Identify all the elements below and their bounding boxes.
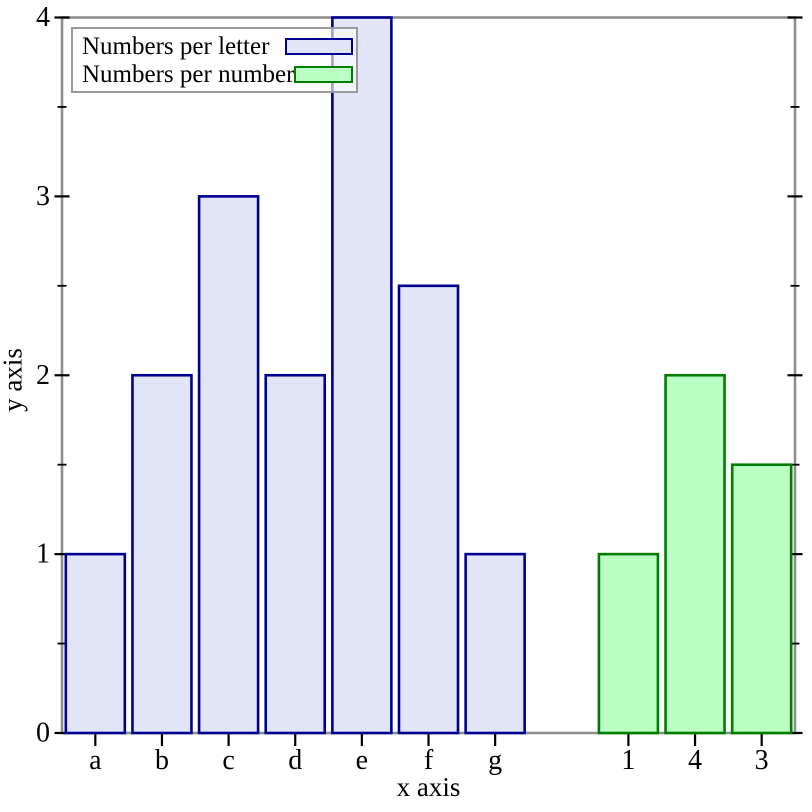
y-tick-label: 1 bbox=[36, 539, 50, 570]
y-tick-label: 0 bbox=[36, 718, 50, 749]
bar-g bbox=[464, 552, 526, 735]
legend: Numbers per letter Numbers per number bbox=[71, 27, 358, 93]
bar-4 bbox=[664, 373, 726, 735]
legend-entry-label: Numbers per number bbox=[82, 60, 295, 88]
bar-d bbox=[264, 373, 327, 735]
y-tick-label: 4 bbox=[36, 2, 50, 33]
legend-swatch bbox=[285, 37, 353, 55]
bar-f bbox=[397, 284, 460, 735]
legend-entry: Numbers per number bbox=[82, 60, 353, 88]
x-tick-label: b bbox=[155, 745, 169, 776]
legend-swatch bbox=[294, 65, 353, 83]
x-axis-title: x axis bbox=[396, 772, 461, 802]
bar-e bbox=[331, 16, 393, 735]
x-tick-label: f bbox=[424, 745, 434, 776]
bar-c bbox=[197, 195, 260, 735]
y-tick-label: 3 bbox=[36, 181, 50, 212]
x-tick-label: c bbox=[222, 745, 234, 776]
bar-b bbox=[131, 373, 193, 735]
bar-3 bbox=[730, 463, 793, 735]
x-tick-label: 4 bbox=[688, 745, 702, 776]
x-tick-label: 1 bbox=[621, 745, 635, 776]
legend-entry: Numbers per letter bbox=[82, 32, 353, 60]
x-tick-label: 3 bbox=[755, 745, 769, 776]
y-axis-title: y axis bbox=[0, 348, 28, 412]
x-tick-label: g bbox=[488, 745, 502, 776]
bar-1 bbox=[597, 552, 660, 735]
legend-entry-label: Numbers per letter bbox=[82, 32, 270, 60]
bar-a bbox=[64, 552, 127, 735]
x-tick-label: d bbox=[288, 745, 302, 776]
y-tick-label: 2 bbox=[36, 360, 50, 391]
x-tick-label: e bbox=[356, 745, 368, 776]
x-tick-label: a bbox=[89, 745, 102, 776]
